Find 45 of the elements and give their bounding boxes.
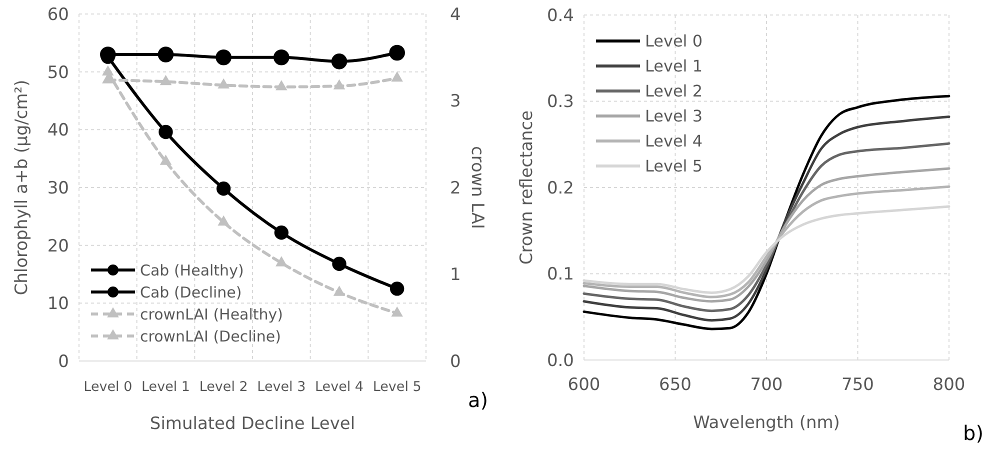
y-tick-label: 0.3 [546,92,574,112]
x-tick-label: Level 2 [199,379,248,395]
y2-tick-label: 2 [450,178,461,198]
y2-tick-label: 0 [450,352,461,372]
x-axis-title: Wavelength (nm) [693,413,840,433]
x-tick-label: Level 3 [257,379,306,395]
text: a) [468,388,488,412]
y2-tick-label: 1 [450,265,461,286]
y2-tick-label: 4 [450,4,461,25]
y-tick-label: 30 [47,178,69,198]
x-tick-label: Level 4 [314,379,364,395]
legend-label: Level 0 [645,32,702,51]
legend-label: Level 4 [645,132,702,151]
legend-label: crownLAI (Decline) [140,327,281,346]
y-tick-label: 40 [47,120,69,141]
legend-label: Level 1 [645,56,702,76]
legend-label: Cab (Healthy) [140,261,244,280]
y-tick-label: 0.4 [546,6,574,26]
x-tick-label: 800 [932,375,966,395]
y-tick-label: 60 [47,4,69,25]
legend-label: Level 2 [645,82,702,101]
x-tick-label: 750 [842,375,874,395]
x-tick-label: 600 [568,375,600,395]
x-axis-title: Simulated Decline Level [150,414,356,434]
y-axis-title: Chlorophyll a+b (µg/cm²) [12,80,32,296]
text: b) [963,421,984,445]
y-tick-label: 20 [47,236,69,256]
x-tick-label: Level 0 [84,379,132,395]
x-tick-label: 650 [659,375,692,395]
y2-tick-label: 3 [450,92,461,112]
legend-label: crownLAI (Healthy) [140,305,284,324]
legend-label: Level 5 [645,156,702,176]
y-tick-label: 50 [47,62,69,83]
x-tick-label: Level 1 [141,379,190,395]
legend-label: Cab (Decline) [140,283,242,302]
y-tick-label: 0.2 [546,178,574,198]
y-axis-title: Crown reflectance [517,110,537,265]
x-tick-label: 700 [750,375,783,395]
legend-label: Level 3 [645,106,702,126]
x-tick-label: Level 5 [372,379,422,395]
y-tick-label: 0.0 [546,350,574,371]
y-tick-label: 10 [47,294,69,314]
y-tick-label: 0.1 [546,264,574,285]
y2-axis-title: crown LAI [467,146,487,229]
y-tick-label: 0 [58,352,69,372]
